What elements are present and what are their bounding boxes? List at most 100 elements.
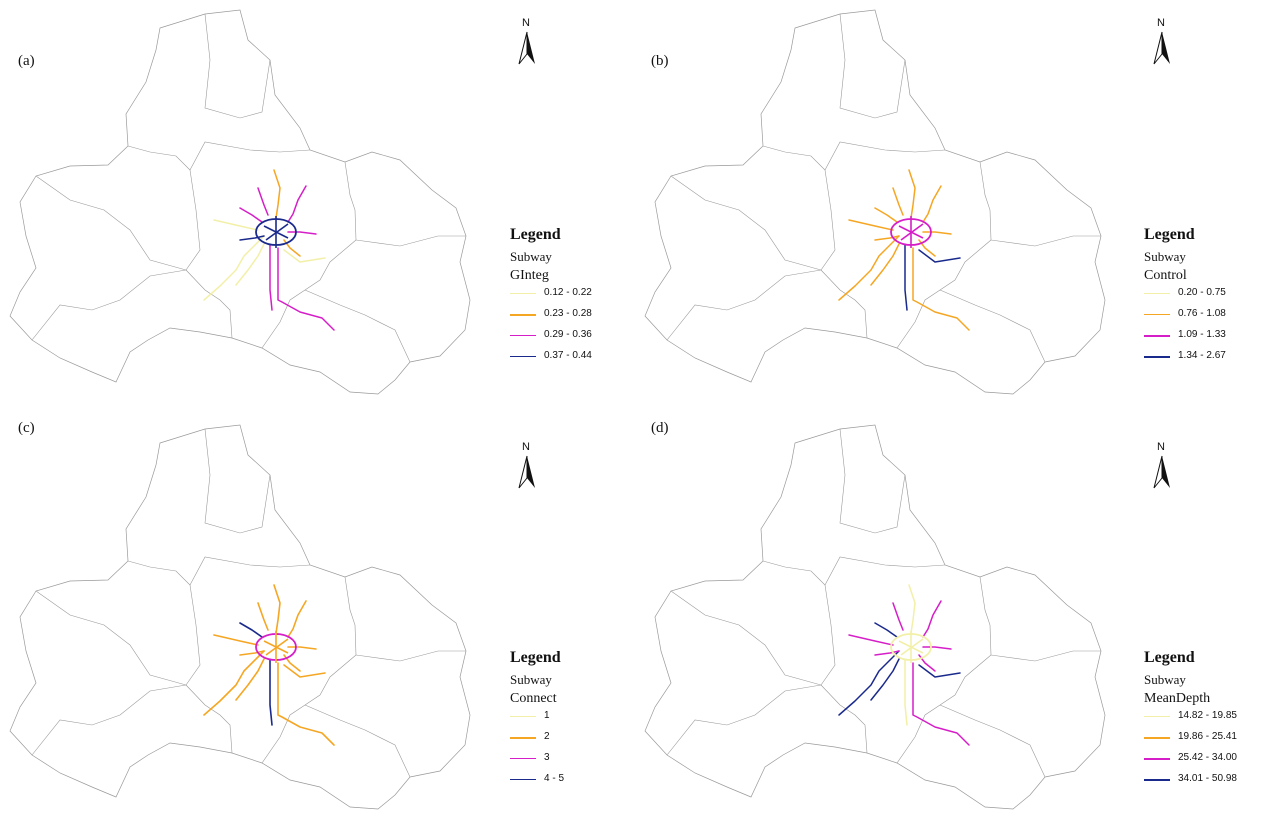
legend-swatch bbox=[1144, 335, 1170, 337]
district-boundary bbox=[939, 654, 992, 706]
district-boundary bbox=[666, 269, 822, 341]
subway-line bbox=[922, 185, 942, 223]
subway-line bbox=[273, 584, 281, 634]
legend-layer-name: Subway bbox=[510, 672, 552, 687]
legend-swatch bbox=[510, 779, 536, 780]
subway-line bbox=[239, 207, 263, 223]
district-boundary bbox=[990, 650, 1101, 662]
legend-class-label: 25.42 - 34.00 bbox=[1178, 752, 1237, 763]
north-label-d: N bbox=[1157, 441, 1165, 453]
north-arrow-icon bbox=[518, 455, 535, 489]
legend-layer-name: Subway bbox=[1144, 672, 1186, 687]
legend-swatch bbox=[510, 356, 536, 357]
subway-line bbox=[848, 219, 894, 231]
subway-line bbox=[874, 207, 898, 223]
legend-swatch bbox=[1144, 356, 1170, 358]
district-boundary bbox=[820, 169, 836, 271]
district-boundary bbox=[820, 584, 836, 686]
legend-item: 3 bbox=[510, 750, 561, 771]
subway-line bbox=[287, 185, 307, 223]
district-boundary bbox=[939, 704, 1046, 778]
north-arrow-icon bbox=[1153, 31, 1170, 65]
legend-class-label: 0.29 - 0.36 bbox=[544, 329, 592, 340]
legend-a: Legend Subway GInteg 0.12 - 0.22 0.23 - … bbox=[510, 226, 592, 369]
subway-line bbox=[922, 646, 952, 650]
subway-line bbox=[283, 249, 326, 263]
subway-line bbox=[235, 243, 265, 286]
subway-line bbox=[838, 650, 900, 716]
map-layer bbox=[9, 424, 471, 810]
district-boundary bbox=[820, 684, 868, 754]
district-boundary bbox=[189, 141, 311, 171]
subway-line bbox=[892, 602, 904, 631]
district-boundary bbox=[839, 13, 906, 119]
legend-swatch bbox=[1144, 779, 1170, 781]
legend-c: Legend Subway Connect 1 2 3 4 - 5 bbox=[510, 649, 564, 792]
legend-field-name: Connect bbox=[510, 691, 557, 706]
map-layer bbox=[644, 424, 1106, 810]
legend-item: 0.20 - 0.75 bbox=[1144, 285, 1226, 306]
district-boundary bbox=[762, 145, 826, 171]
district-boundary bbox=[9, 424, 471, 810]
legend-title: Legend bbox=[510, 649, 561, 666]
district-boundary bbox=[939, 239, 992, 291]
subway-line bbox=[257, 602, 269, 631]
district-boundary bbox=[127, 145, 191, 171]
subway-line bbox=[269, 659, 273, 726]
district-boundary bbox=[824, 141, 946, 171]
district-boundary bbox=[896, 704, 941, 764]
subway-line bbox=[265, 223, 289, 241]
legend-swatch bbox=[1144, 293, 1170, 294]
district-boundary bbox=[35, 590, 187, 686]
subway-line bbox=[283, 664, 326, 678]
district-boundary bbox=[127, 560, 191, 586]
legend-swatch bbox=[1144, 758, 1170, 760]
panel-label-a: (a) bbox=[18, 53, 35, 69]
district-boundary bbox=[204, 428, 271, 534]
panel-label-d: (d) bbox=[651, 420, 669, 436]
district-boundary bbox=[644, 9, 1106, 395]
district-boundary bbox=[31, 684, 187, 756]
subway-line bbox=[257, 187, 269, 216]
legend-class-label: 2 bbox=[544, 731, 550, 742]
legend-class-label: 0.37 - 0.44 bbox=[544, 350, 592, 361]
subway-line bbox=[922, 600, 942, 638]
subway-line bbox=[908, 169, 916, 219]
district-boundary bbox=[990, 235, 1101, 247]
legend-swatch bbox=[1144, 314, 1170, 315]
legend-class-label: 14.82 - 19.85 bbox=[1178, 710, 1237, 721]
district-boundary bbox=[185, 684, 233, 754]
north-label-a: N bbox=[522, 17, 530, 29]
subway-line bbox=[918, 249, 961, 263]
legend-item: 0.29 - 0.36 bbox=[510, 327, 592, 348]
district-boundary bbox=[304, 704, 411, 778]
subway-line bbox=[848, 634, 894, 646]
subway-line bbox=[912, 662, 970, 746]
legend-item: 14.82 - 19.85 bbox=[1144, 708, 1237, 729]
legend-item: 1.09 - 1.33 bbox=[1144, 327, 1226, 348]
legend-swatch bbox=[510, 716, 536, 717]
legend-field-name: GInteg bbox=[510, 268, 549, 283]
legend-item: 19.86 - 25.41 bbox=[1144, 729, 1237, 750]
legend-item: 0.23 - 0.28 bbox=[510, 306, 592, 327]
legend-layer-name: Subway bbox=[1144, 249, 1186, 264]
subway-line bbox=[273, 169, 281, 219]
district-boundary bbox=[979, 576, 992, 656]
district-boundary bbox=[355, 650, 466, 662]
panel-label-b: (b) bbox=[651, 53, 669, 69]
district-boundary bbox=[261, 704, 306, 764]
district-boundary bbox=[9, 9, 471, 395]
legend-swatch bbox=[1144, 737, 1170, 739]
legend-class-label: 1.09 - 1.33 bbox=[1178, 329, 1226, 340]
legend-class-label: 3 bbox=[544, 752, 550, 763]
subway-line bbox=[213, 219, 259, 231]
subway-line bbox=[277, 662, 335, 746]
subway-line bbox=[908, 584, 916, 634]
map-canvas-b bbox=[644, 9, 1106, 395]
subway-line bbox=[918, 664, 961, 678]
district-boundary bbox=[355, 235, 466, 247]
legend-item: 1.34 - 2.67 bbox=[1144, 348, 1226, 369]
subway-line bbox=[213, 634, 259, 646]
district-boundary bbox=[185, 169, 201, 271]
